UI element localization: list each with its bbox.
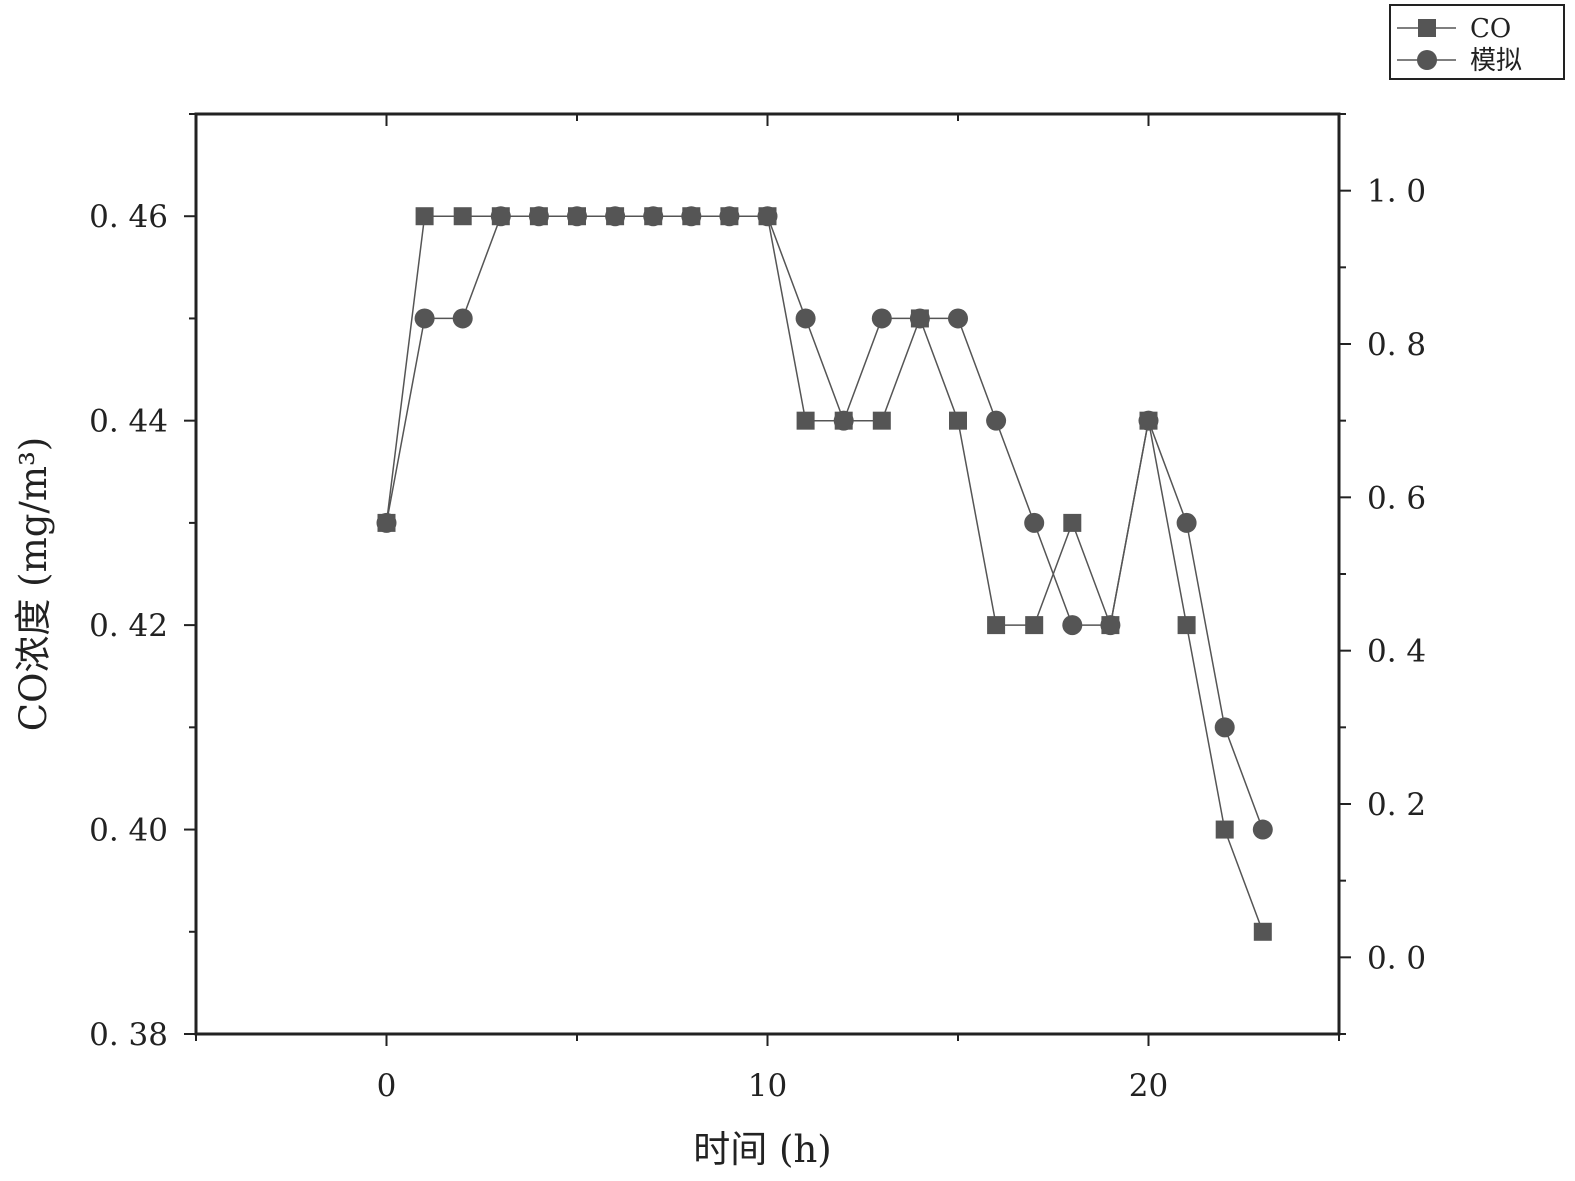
data-point-square bbox=[1063, 513, 1082, 532]
y2-tick-label: 0. 8 bbox=[1367, 327, 1426, 363]
data-point-circle bbox=[1176, 512, 1197, 533]
y2-tick-label: 0. 4 bbox=[1367, 634, 1426, 670]
data-point-circle bbox=[909, 308, 930, 329]
data-point-square bbox=[1253, 922, 1272, 941]
y-tick-label: 0. 46 bbox=[89, 199, 168, 235]
data-point-square bbox=[987, 616, 1006, 635]
legend-label: CO bbox=[1470, 14, 1511, 44]
series-line-2 bbox=[385, 215, 1264, 830]
data-point-circle bbox=[567, 206, 587, 227]
data-point-square bbox=[415, 207, 434, 226]
data-point-circle bbox=[528, 206, 549, 227]
data-point-circle bbox=[605, 206, 626, 227]
y-tick-label: 0. 38 bbox=[89, 1017, 168, 1053]
data-point-square bbox=[1215, 820, 1234, 839]
data-point-circle bbox=[1024, 512, 1045, 533]
y-tick-label: 0. 42 bbox=[89, 608, 168, 644]
data-point-square bbox=[796, 411, 815, 430]
data-point-circle bbox=[1214, 717, 1235, 738]
data-point-circle bbox=[719, 206, 740, 227]
data-point-circle bbox=[757, 206, 778, 227]
legend-label: 模拟 bbox=[1470, 46, 1522, 76]
data-point-circle bbox=[643, 206, 664, 227]
x-tick-label: 0 bbox=[377, 1068, 397, 1104]
data-point-circle bbox=[833, 410, 854, 431]
data-point-square bbox=[1025, 616, 1044, 635]
data-point-square bbox=[1177, 616, 1196, 635]
data-point-circle bbox=[795, 308, 816, 329]
y2-tick-label: 0. 2 bbox=[1367, 787, 1426, 823]
x-axis-title: 时间 (h) bbox=[693, 1128, 831, 1171]
y2-tick-label: 0. 6 bbox=[1367, 480, 1426, 516]
data-point-circle bbox=[490, 206, 511, 227]
data-point-circle bbox=[986, 410, 1007, 431]
plot-frame bbox=[194, 112, 1341, 1036]
data-point-circle bbox=[1138, 410, 1159, 431]
data-point-square bbox=[453, 207, 472, 226]
data-point-circle bbox=[452, 308, 473, 329]
x-tick-label: 20 bbox=[1129, 1068, 1168, 1104]
legend-box bbox=[1389, 4, 1565, 80]
data-point-circle bbox=[1062, 615, 1083, 636]
data-point-circle bbox=[414, 308, 435, 329]
y-tick-label: 0. 44 bbox=[89, 404, 168, 440]
y2-tick-label: 0. 0 bbox=[1367, 940, 1426, 976]
data-point-circle bbox=[681, 206, 702, 227]
y-tick-label: 0. 40 bbox=[89, 813, 168, 849]
data-point-circle bbox=[871, 308, 892, 329]
y2-tick-label: 1. 0 bbox=[1367, 174, 1426, 210]
series-line-1 bbox=[385, 215, 1264, 933]
data-point-square bbox=[949, 411, 967, 430]
data-point-circle bbox=[948, 308, 968, 329]
legend-marker-square bbox=[1418, 19, 1436, 37]
data-point-square bbox=[872, 411, 891, 430]
data-point-circle bbox=[376, 512, 397, 533]
x-tick-label: 10 bbox=[748, 1068, 787, 1104]
y-axis-title: CO浓度 (mg/m³) bbox=[12, 437, 55, 731]
data-point-circle bbox=[1100, 615, 1121, 636]
legend-marker-circle bbox=[1417, 50, 1437, 70]
data-point-circle bbox=[1252, 819, 1273, 840]
